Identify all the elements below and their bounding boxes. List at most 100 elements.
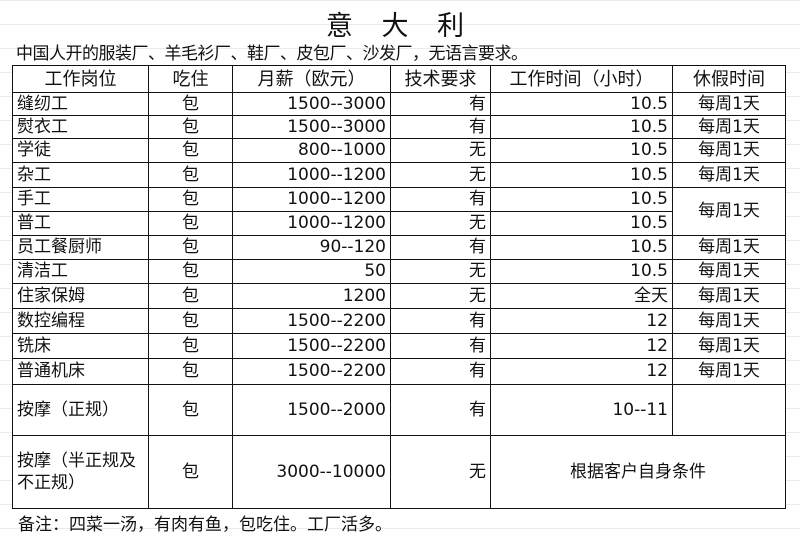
cell-hours: 10.5 xyxy=(490,235,673,260)
table-row: 普工包 1000--1200 无 10.5 xyxy=(12,211,786,236)
cell-salary: 1500--2200 xyxy=(232,308,391,334)
cell-skill: 有 xyxy=(390,115,491,139)
cell-rest: 每周1天 xyxy=(672,333,786,359)
cell-hours: 10.5 xyxy=(490,162,673,188)
cell-skill: 无 xyxy=(390,283,491,309)
cell-salary: 50 xyxy=(232,259,391,284)
cell-board: 包 xyxy=(148,162,233,188)
cell-board: 包 xyxy=(148,92,233,116)
cell-job: 按摩（正规） xyxy=(12,384,149,436)
table-row: 杂工包 1000--1200 无 10.5 每周1天 xyxy=(12,162,786,188)
cell-hours: 12 xyxy=(490,358,673,385)
cell-skill: 有 xyxy=(390,333,491,359)
cell-hours: 根据客户自身条件 xyxy=(490,435,786,509)
cell-hours: 10.5 xyxy=(490,259,673,284)
cell-job: 熨衣工 xyxy=(12,115,149,139)
table-row: 按摩（半正规及不正规）包 3000--10000 无根据客户自身条件 xyxy=(12,435,786,509)
cell-skill: 无 xyxy=(390,259,491,284)
cell-job: 清洁工 xyxy=(12,259,149,284)
cell-hours: 10.5 xyxy=(490,211,673,236)
cell-skill: 有 xyxy=(390,358,491,385)
cell-hours: 10--11 xyxy=(490,384,673,436)
cell-skill: 有 xyxy=(390,308,491,334)
header-salary: 月薪（欧元） xyxy=(232,65,391,93)
table-row: 学徒包 800--1000 无 10.5 每周1天 xyxy=(12,138,786,163)
cell-hours: 10.5 xyxy=(490,138,673,163)
cell-board: 包 xyxy=(148,308,233,334)
cell-board: 包 xyxy=(148,187,233,212)
cell-board: 包 xyxy=(148,384,233,436)
table-row: 手工包 1000--1200 有 10.5 每周1天 xyxy=(12,187,786,236)
cell-board: 包 xyxy=(148,115,233,139)
cell-salary: 1000--1200 xyxy=(232,162,391,188)
table-row: 缝纫工包 1500--3000 有 10.5 每周1天 xyxy=(12,92,786,116)
cell-hours: 12 xyxy=(490,308,673,334)
cell-board: 包 xyxy=(148,333,233,359)
table-row: 数控编程包 1500--2200 有 12 每周1天 xyxy=(12,308,786,334)
cell-hours: 全天 xyxy=(490,283,673,309)
header-rest: 休假时间 xyxy=(672,65,786,93)
cell-job: 缝纫工 xyxy=(12,92,149,116)
cell-job: 数控编程 xyxy=(12,308,149,334)
cell-skill: 无 xyxy=(390,162,491,188)
cell-skill: 有 xyxy=(390,187,491,212)
cell-rest: 每周1天 xyxy=(672,162,786,188)
cell-skill: 无 xyxy=(390,435,491,509)
table-row: 清洁工包 50 无 10.5 每周1天 xyxy=(12,259,786,284)
cell-job: 普通机床 xyxy=(12,358,149,385)
cell-hours: 10.5 xyxy=(490,115,673,139)
cell-board: 包 xyxy=(148,435,233,509)
cell-salary: 1500--3000 xyxy=(232,115,391,139)
cell-salary: 1200 xyxy=(232,283,391,309)
cell-salary: 90--120 xyxy=(232,235,391,260)
cell-hours: 10.5 xyxy=(490,187,673,212)
cell-rest: 每周1天 xyxy=(672,92,786,116)
cell-job: 学徒 xyxy=(12,138,149,163)
cell-skill: 无 xyxy=(390,211,491,236)
cell-salary: 1500--2200 xyxy=(232,333,391,359)
cell-board: 包 xyxy=(148,259,233,284)
jobs-table: 工作岗位 吃住 月薪（欧元） 技术要求 工作时间（小时） 休假时间 缝纫工包 15… xyxy=(12,65,786,509)
cell-rest: 每周1天 xyxy=(672,259,786,284)
cell-skill: 有 xyxy=(390,384,491,436)
cell-salary: 1500--2000 xyxy=(232,384,391,436)
cell-job: 手工 xyxy=(12,187,149,212)
table-row: 住家保姆包 1200 无全天 每周1天 xyxy=(12,283,786,309)
table-row: 普通机床包 1500--2200 有 12 每周1天 xyxy=(12,358,786,385)
cell-skill: 无 xyxy=(390,138,491,163)
footnote: 备注：四菜一汤，有肉有鱼，包吃住。工厂活多。 xyxy=(18,515,392,535)
cell-skill: 有 xyxy=(390,92,491,116)
header-row: 工作岗位 吃住 月薪（欧元） 技术要求 工作时间（小时） 休假时间 xyxy=(12,65,786,93)
cell-board: 包 xyxy=(148,211,233,236)
header-hours: 工作时间（小时） xyxy=(490,65,673,93)
cell-board: 包 xyxy=(148,138,233,163)
cell-salary: 1000--1200 xyxy=(232,187,391,212)
cell-hours: 10.5 xyxy=(490,92,673,116)
header-job: 工作岗位 xyxy=(12,65,149,93)
cell-board: 包 xyxy=(148,283,233,309)
table-row: 铣床包 1500--2200 有 12 每周1天 xyxy=(12,333,786,359)
cell-salary: 1500--2200 xyxy=(232,358,391,385)
cell-salary: 1500--3000 xyxy=(232,92,391,116)
header-skill: 技术要求 xyxy=(390,65,491,93)
cell-rest: 每周1天 xyxy=(672,138,786,163)
cell-rest: 每周1天 xyxy=(672,115,786,139)
subtitle: 中国人开的服装厂、羊毛衫厂、鞋厂、皮包厂、沙发厂，无语言要求。 xyxy=(16,44,528,64)
cell-skill: 有 xyxy=(390,235,491,260)
cell-job: 杂工 xyxy=(12,162,149,188)
cell-rest: 每周1天 xyxy=(672,235,786,260)
cell-job: 普工 xyxy=(12,211,149,236)
cell-hours: 12 xyxy=(490,333,673,359)
cell-rest xyxy=(672,384,786,436)
cell-board: 包 xyxy=(148,358,233,385)
cell-board: 包 xyxy=(148,235,233,260)
cell-rest: 每周1天 xyxy=(672,283,786,309)
header-board: 吃住 xyxy=(148,65,233,93)
cell-job: 员工餐厨师 xyxy=(12,235,149,260)
table-row: 熨衣工包 1500--3000 有 10.5 每周1天 xyxy=(12,115,786,139)
cell-job: 住家保姆 xyxy=(12,283,149,309)
table-row: 员工餐厨师包 90--120 有 10.5 每周1天 xyxy=(12,235,786,260)
table-row: 按摩（正规）包 1500--2000 有 10--11 xyxy=(12,384,786,436)
cell-job: 按摩（半正规及不正规） xyxy=(12,435,149,509)
cell-job: 铣床 xyxy=(12,333,149,359)
